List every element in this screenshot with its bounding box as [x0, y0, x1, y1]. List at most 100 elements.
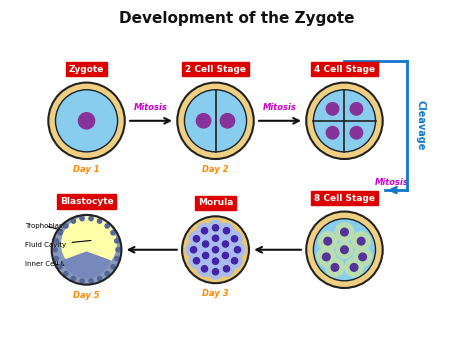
Circle shape: [116, 248, 120, 252]
Circle shape: [219, 223, 234, 238]
Text: Morula: Morula: [198, 199, 233, 208]
Circle shape: [234, 247, 241, 253]
Circle shape: [201, 228, 208, 234]
Circle shape: [80, 279, 84, 283]
Circle shape: [208, 231, 223, 246]
Circle shape: [212, 247, 219, 253]
Circle shape: [230, 242, 245, 257]
Circle shape: [212, 258, 219, 264]
Circle shape: [306, 83, 383, 159]
Circle shape: [177, 83, 254, 159]
Circle shape: [350, 103, 363, 115]
Circle shape: [52, 215, 121, 284]
Circle shape: [115, 256, 119, 261]
Circle shape: [186, 242, 201, 257]
Circle shape: [218, 236, 233, 252]
Circle shape: [202, 252, 209, 258]
Circle shape: [318, 232, 337, 251]
Text: Day 1: Day 1: [73, 165, 100, 174]
Circle shape: [58, 231, 62, 235]
Circle shape: [313, 219, 375, 281]
Circle shape: [98, 276, 102, 280]
Circle shape: [105, 224, 109, 228]
Circle shape: [223, 266, 229, 272]
Text: Day 3: Day 3: [202, 289, 229, 298]
Text: 2 Cell Stage: 2 Cell Stage: [185, 65, 246, 74]
Text: Fluid Cavity: Fluid Cavity: [26, 240, 91, 248]
Text: Day 5: Day 5: [73, 291, 100, 300]
Text: Blastocyte: Blastocyte: [60, 197, 113, 206]
Circle shape: [198, 248, 213, 263]
Circle shape: [89, 216, 93, 221]
Circle shape: [64, 224, 68, 228]
Text: Trophoblast: Trophoblast: [26, 223, 66, 230]
Circle shape: [197, 261, 212, 277]
Text: Day 2: Day 2: [202, 165, 229, 174]
Circle shape: [212, 269, 219, 275]
Circle shape: [218, 248, 233, 263]
Circle shape: [222, 252, 228, 258]
Circle shape: [331, 264, 339, 271]
Circle shape: [182, 216, 249, 283]
Circle shape: [359, 253, 366, 261]
Circle shape: [326, 126, 339, 139]
Circle shape: [222, 241, 228, 247]
Circle shape: [352, 232, 371, 251]
Text: 8 Cell Stage: 8 Cell Stage: [314, 193, 375, 203]
Circle shape: [184, 90, 246, 152]
Circle shape: [71, 276, 75, 280]
Circle shape: [201, 266, 208, 272]
Circle shape: [227, 231, 242, 247]
Circle shape: [54, 239, 58, 243]
Circle shape: [326, 103, 339, 115]
Text: Mitosis: Mitosis: [263, 103, 297, 112]
Circle shape: [198, 236, 213, 252]
Circle shape: [105, 271, 109, 276]
Circle shape: [196, 114, 211, 128]
Circle shape: [317, 247, 336, 266]
Circle shape: [322, 253, 330, 261]
Circle shape: [193, 236, 200, 242]
Circle shape: [48, 83, 125, 159]
Text: Cleavage: Cleavage: [416, 100, 426, 151]
Text: Zygote: Zygote: [69, 65, 104, 74]
Circle shape: [306, 212, 383, 288]
Circle shape: [197, 223, 212, 238]
Circle shape: [89, 279, 93, 283]
Circle shape: [231, 258, 237, 264]
Circle shape: [189, 231, 204, 247]
Circle shape: [202, 241, 209, 247]
Circle shape: [341, 246, 348, 253]
Circle shape: [336, 241, 353, 258]
Circle shape: [208, 253, 223, 269]
Circle shape: [350, 126, 363, 139]
Circle shape: [313, 90, 375, 152]
Circle shape: [212, 235, 219, 242]
Wedge shape: [63, 252, 110, 278]
Circle shape: [353, 247, 372, 266]
Text: Mitosis: Mitosis: [375, 178, 409, 187]
Circle shape: [345, 258, 364, 277]
Circle shape: [111, 265, 115, 269]
Circle shape: [227, 253, 242, 268]
Circle shape: [325, 258, 345, 277]
Text: Mitosis: Mitosis: [134, 103, 168, 112]
Circle shape: [350, 264, 358, 271]
Circle shape: [78, 113, 95, 129]
Circle shape: [71, 219, 75, 223]
Circle shape: [223, 228, 229, 234]
Circle shape: [208, 220, 223, 235]
Circle shape: [220, 114, 235, 128]
Circle shape: [341, 228, 348, 236]
Circle shape: [335, 222, 354, 242]
Circle shape: [55, 90, 118, 152]
Circle shape: [357, 237, 365, 245]
Circle shape: [219, 261, 234, 277]
Circle shape: [64, 271, 68, 276]
Circle shape: [231, 236, 237, 242]
Circle shape: [98, 219, 102, 223]
Circle shape: [212, 225, 219, 231]
Circle shape: [189, 253, 204, 268]
Circle shape: [54, 256, 58, 261]
Circle shape: [208, 242, 223, 257]
